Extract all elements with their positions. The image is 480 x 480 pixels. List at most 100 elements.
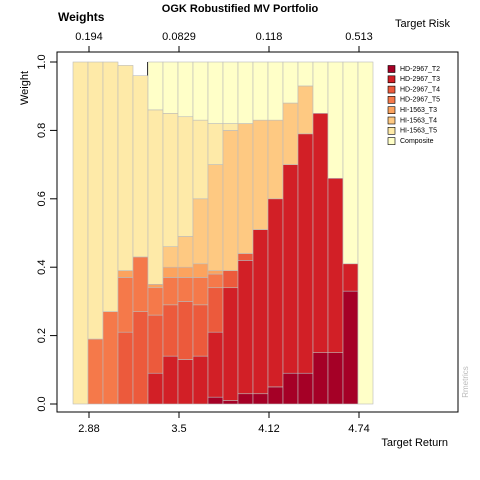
bar-segment [132, 75, 149, 258]
bar-segment [177, 359, 194, 405]
bar-segment [297, 133, 314, 374]
bar-segment [207, 273, 224, 289]
bar-segment [177, 277, 194, 302]
bar-segment [147, 61, 164, 111]
legend-swatch [387, 75, 396, 84]
bar-segment [147, 283, 164, 289]
bar-segment [252, 119, 269, 230]
legend-swatch [387, 65, 396, 73]
y-tick-label: 1.0 [36, 54, 48, 69]
bar-segment [327, 352, 344, 405]
bar-segment [267, 61, 284, 121]
y-axis-label: Weight [19, 71, 31, 105]
bar-segment [117, 277, 134, 333]
bar-segment [297, 61, 314, 87]
legend-label: Composite [400, 138, 434, 145]
bar-segment [72, 61, 89, 405]
bar-segment [192, 355, 209, 405]
bar-segment [192, 61, 209, 121]
bar-segment [207, 287, 224, 333]
bar-segment [207, 270, 224, 275]
bar-segment [207, 123, 224, 165]
bar-segment [162, 266, 179, 278]
x-tick-label: 4.12 [258, 423, 279, 435]
bar-segment [147, 109, 164, 285]
x-tick-label: 2.88 [78, 423, 99, 435]
y-tick-label: 0.8 [36, 123, 48, 138]
bar-segment [177, 61, 194, 118]
bar-segment [162, 355, 179, 405]
bar-segment [192, 277, 209, 306]
bar-segment [297, 372, 314, 405]
bar-segment [342, 61, 359, 265]
bar-segment [132, 311, 149, 405]
bar-segment [117, 65, 134, 271]
legend-swatch [387, 116, 396, 125]
bar-segment [282, 61, 299, 104]
legend-swatch [387, 127, 396, 135]
bar-segment [282, 372, 299, 405]
legend-swatch [387, 96, 396, 104]
legend-label: HD-2967_T5 [400, 97, 440, 104]
bar-segment [252, 61, 269, 121]
bar-segment [282, 164, 299, 374]
bar-segment [192, 119, 209, 200]
bar-segment [177, 236, 194, 268]
bar-segment [327, 61, 344, 179]
bar-segment [267, 119, 284, 200]
bar-segment [177, 266, 194, 278]
top-axis-label: Target Risk [395, 18, 451, 30]
bar-segment [222, 130, 239, 271]
y-tick-label: 0.0 [36, 396, 48, 411]
bar-segment [252, 393, 269, 405]
bar-segment [192, 263, 209, 278]
chart-title: OGK Robustified MV Portfolio [162, 3, 319, 15]
bar-segment [237, 393, 254, 405]
bar-segment [177, 301, 194, 360]
bar-segment [342, 290, 359, 405]
bar-segment [327, 177, 344, 353]
bar-segment [162, 304, 179, 357]
top-tick-label: 0.194 [75, 31, 103, 43]
bar-segment [87, 61, 104, 340]
bar-segment [342, 263, 359, 292]
bar-segment [117, 331, 134, 405]
bar-segment [207, 331, 224, 398]
bar-segment [147, 287, 164, 316]
bar-segment [312, 352, 329, 405]
bar-segment [192, 304, 209, 357]
legend-label: HD-2967_T2 [400, 66, 440, 73]
bar-segment [267, 198, 284, 388]
watermark: Rmetrics [461, 366, 470, 398]
bar-segment [222, 270, 239, 289]
bar-segment [237, 260, 254, 395]
bar-segment [312, 113, 329, 353]
legend-swatch [387, 137, 396, 145]
bar-segment [147, 314, 164, 374]
legend-label: HD-2967_T4 [400, 86, 440, 93]
bar-segment [237, 123, 254, 254]
bar-segment [222, 61, 239, 124]
bar-segment [207, 164, 224, 271]
legend-swatch [387, 106, 396, 114]
y-tick-label: 0.2 [36, 328, 48, 343]
chart-subtitle: Weights [58, 10, 105, 24]
bar-segment [282, 102, 299, 165]
bar-segment [312, 61, 329, 114]
bar-segment [192, 198, 209, 265]
bar-segment [147, 372, 164, 405]
bar-segment [237, 61, 254, 124]
y-tick-label: 0.6 [36, 191, 48, 206]
legend-label: HD-2967_T3 [400, 76, 440, 83]
bar-segment [177, 116, 194, 237]
bar-segment [357, 61, 374, 405]
bar-segment [87, 338, 104, 405]
bar-segment [222, 400, 239, 405]
bar-segment [117, 270, 134, 278]
legend-label: HI-1563_T3 [400, 107, 437, 114]
bar-segment [162, 113, 179, 247]
x-tick-label: 4.74 [348, 423, 369, 435]
top-tick-label: 0.118 [256, 31, 283, 43]
legend-label: HI-1563_T5 [400, 128, 437, 135]
